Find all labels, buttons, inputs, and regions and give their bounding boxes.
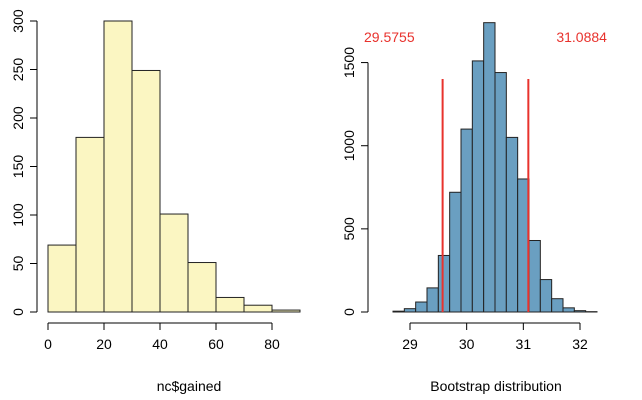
right-bar <box>505 136 519 313</box>
left-x-tick-label: 80 <box>264 336 280 352</box>
left-y-tick-label: 300 <box>10 9 26 33</box>
right-y-tick-label: 0 <box>341 308 357 316</box>
right-bar <box>551 298 564 313</box>
left-bar <box>159 213 189 313</box>
right-y-tick-label: 1500 <box>341 47 357 78</box>
left-y-tick-label: 100 <box>10 203 26 227</box>
right-x-tick-label: 29 <box>402 336 418 352</box>
left-y-axis: 0 50 100 150 200 250 300 <box>10 9 38 316</box>
left-bar <box>47 244 77 313</box>
right-bar <box>460 128 473 313</box>
right-y-tick-label: 500 <box>341 217 357 241</box>
left-bars <box>47 20 301 313</box>
right-bar <box>449 191 462 313</box>
right-y-tick-label: 1000 <box>341 130 357 161</box>
left-x-tick-label: 0 <box>44 336 52 352</box>
right-y-axis: 0 500 1000 1500 <box>341 47 369 316</box>
right-x-axis: 29 30 31 32 <box>402 322 588 352</box>
right-x-axis-label: Bootstrap distribution <box>430 378 562 394</box>
reference-line-label: 29.5755 <box>364 29 415 45</box>
histogram-nc-gained: 0 20 40 60 80 0 50 100 150 200 250 300 nc$gained <box>10 9 301 394</box>
right-bar <box>539 279 553 313</box>
right-bar <box>426 287 439 313</box>
right-x-tick-label: 32 <box>572 336 588 352</box>
right-x-tick-label: 30 <box>459 336 475 352</box>
left-y-tick-label: 150 <box>10 155 26 179</box>
right-bar <box>483 22 496 313</box>
left-bar <box>103 20 133 313</box>
left-x-axis-label: nc$gained <box>157 378 222 394</box>
reference-lines: 29.5755 31.0884 <box>364 29 607 312</box>
right-bar <box>437 254 451 313</box>
right-bar <box>415 301 428 313</box>
left-bar <box>75 136 105 313</box>
left-x-tick-label: 20 <box>96 336 112 352</box>
right-bar <box>517 178 530 313</box>
right-bar <box>494 72 507 313</box>
left-y-tick-label: 50 <box>10 256 26 272</box>
right-bars <box>392 22 598 313</box>
right-bar <box>528 239 541 313</box>
left-bar <box>187 262 217 313</box>
right-bar <box>471 60 485 313</box>
left-bar <box>215 296 245 313</box>
left-y-tick-label: 200 <box>10 106 26 130</box>
left-bar <box>271 309 301 313</box>
left-x-tick-label: 60 <box>208 336 224 352</box>
right-bar <box>573 310 587 313</box>
left-x-tick-label: 40 <box>152 336 168 352</box>
right-x-tick-label: 31 <box>516 336 532 352</box>
left-bar <box>243 304 273 313</box>
reference-line-label: 31.0884 <box>556 29 607 45</box>
left-bar <box>131 69 161 313</box>
histogram-bootstrap-distribution: 29.5755 31.0884 29 30 31 32 0 500 1000 1500 Boo… <box>341 22 607 394</box>
right-bar <box>392 310 405 313</box>
left-x-axis: 0 20 40 60 80 <box>44 322 280 352</box>
left-y-tick-label: 250 <box>10 58 26 82</box>
right-bar <box>562 307 575 313</box>
right-bar <box>403 308 417 313</box>
left-y-tick-label: 0 <box>10 308 26 316</box>
